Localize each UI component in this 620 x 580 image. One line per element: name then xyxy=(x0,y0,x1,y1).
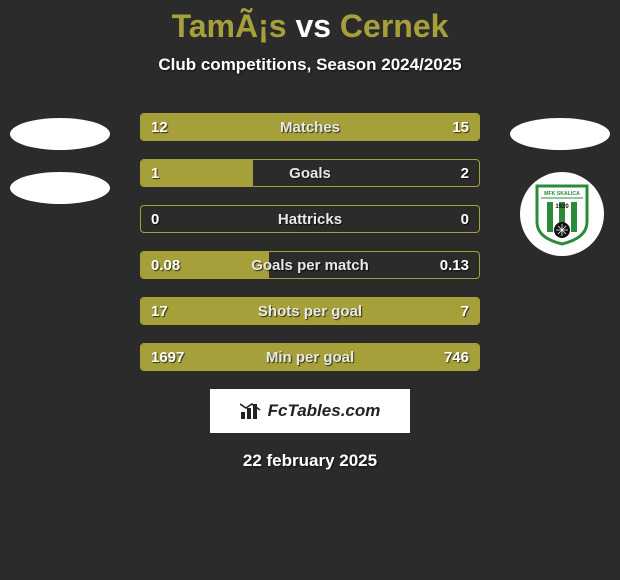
stat-row: 12 Matches 15 xyxy=(140,113,480,141)
left-badge-2 xyxy=(10,172,110,204)
stat-right-value: 2 xyxy=(461,160,469,186)
left-club-badges xyxy=(10,118,110,226)
stat-row: 0 Hattricks 0 xyxy=(140,205,480,233)
stat-label: Shots per goal xyxy=(141,298,479,324)
left-badge-1 xyxy=(10,118,110,150)
stat-row: 1697 Min per goal 746 xyxy=(140,343,480,371)
date-text: 22 february 2025 xyxy=(0,451,620,471)
stat-label: Goals per match xyxy=(141,252,479,278)
skalica-shield-icon: MFK SKALICA 1920 xyxy=(533,182,591,246)
stat-right-value: 0 xyxy=(461,206,469,232)
svg-text:1920: 1920 xyxy=(555,204,569,210)
fctables-brand: FcTables.com xyxy=(210,389,410,433)
stat-label: Min per goal xyxy=(141,344,479,370)
stat-label: Goals xyxy=(141,160,479,186)
vs-text: vs xyxy=(295,8,331,44)
subtitle: Club competitions, Season 2024/2025 xyxy=(0,55,620,75)
stat-label: Hattricks xyxy=(141,206,479,232)
svg-text:MFK SKALICA: MFK SKALICA xyxy=(544,191,580,197)
stat-bars: 12 Matches 15 1 Goals 2 0 Hattricks 0 0.… xyxy=(140,113,480,371)
comparison-title: TamÃ¡s vs Cernek xyxy=(0,0,620,45)
stat-right-value: 0.13 xyxy=(440,252,469,278)
right-badge-1 xyxy=(510,118,610,150)
stat-row: 0.08 Goals per match 0.13 xyxy=(140,251,480,279)
stat-right-value: 15 xyxy=(452,114,469,140)
player2-name: Cernek xyxy=(340,8,449,44)
stat-row: 1 Goals 2 xyxy=(140,159,480,187)
stat-row: 17 Shots per goal 7 xyxy=(140,297,480,325)
stat-label: Matches xyxy=(141,114,479,140)
player1-name: TamÃ¡s xyxy=(172,8,287,44)
right-club-badges: MFK SKALICA 1920 xyxy=(510,118,610,256)
brand-text: FcTables.com xyxy=(268,401,381,421)
bar-chart-icon xyxy=(240,402,262,420)
stat-right-value: 7 xyxy=(461,298,469,324)
stat-right-value: 746 xyxy=(444,344,469,370)
right-badge-2: MFK SKALICA 1920 xyxy=(520,172,604,256)
